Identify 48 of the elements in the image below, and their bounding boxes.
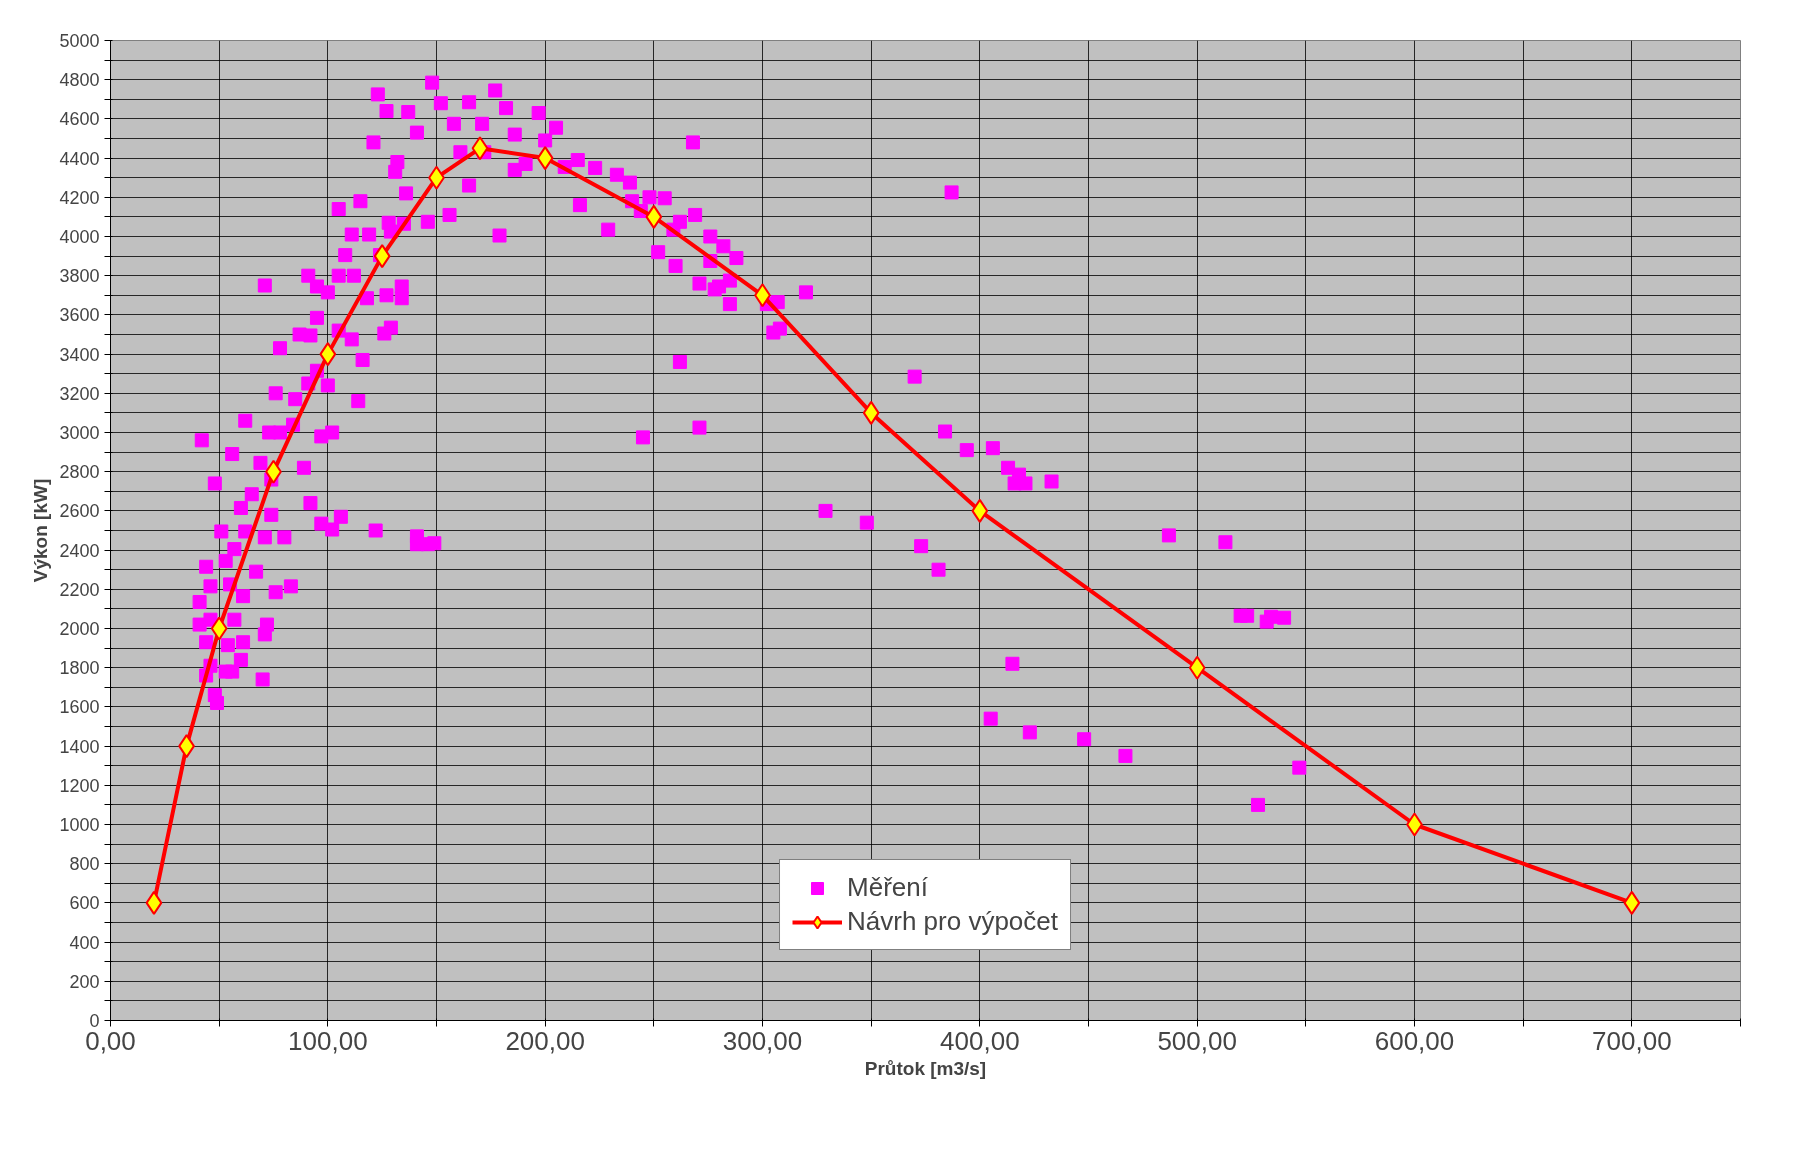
y-tick-label: 4600 [59,109,100,130]
y-tick-label: 1600 [59,697,100,718]
y-tick-label: 3400 [59,344,100,365]
point [210,616,228,641]
legend-label: Měření [847,872,928,903]
y-tick-label: 4400 [59,148,100,169]
x-tick-label: 300,00 [722,1025,803,1056]
y-tick-label: 400 [69,932,100,953]
y-tick-label: 5000 [59,31,100,51]
x-tick-label: 100,00 [288,1025,368,1056]
point [645,204,663,229]
y-tick-label: 4000 [59,227,100,247]
point [319,342,337,367]
y-tick-label: 3600 [59,305,100,326]
y-axis-title: Výkon [kW] [30,478,52,583]
point [971,498,989,523]
y-tick-label: 1400 [59,736,100,757]
point [1188,655,1206,680]
y-tick-label: 1000 [59,815,100,835]
x-tick-label: 200,00 [505,1025,585,1056]
y-tick-label: 1800 [59,658,100,679]
y-tick-label: 4200 [59,187,100,208]
y-tick-label: 2200 [59,579,100,600]
y-tick-label: 0 [89,1011,100,1031]
y-tick-label: 2600 [59,501,100,522]
y-tick-label: 1200 [59,775,100,796]
point [862,400,880,425]
y-tick-label: 2800 [59,462,100,483]
y-tick-label: 3200 [59,383,100,404]
point [471,136,489,161]
x-tick-label: 400,00 [940,1025,1020,1056]
y-tick-label: 3800 [59,266,100,287]
y-tick-label: 600 [69,893,100,914]
y-tick-label: 800 [69,854,100,875]
legend-label: Návrh pro výpočet [847,906,1058,937]
y-tick-label: 3000 [59,423,100,443]
point [373,244,391,269]
x-axis-title: Průtok [m3/s] [864,1057,987,1079]
point [1623,890,1641,915]
y-tick-label: 2000 [59,619,100,639]
y-tick-label: 2400 [59,540,100,561]
x-tick-label: 600,00 [1374,1025,1455,1056]
point [145,890,163,915]
point [536,146,554,171]
x-tick-label: 700,00 [1592,1025,1672,1056]
y-tick-label: 4800 [59,70,100,91]
y-tick-label: 200 [69,971,100,992]
x-tick-label: 500,00 [1157,1025,1237,1056]
